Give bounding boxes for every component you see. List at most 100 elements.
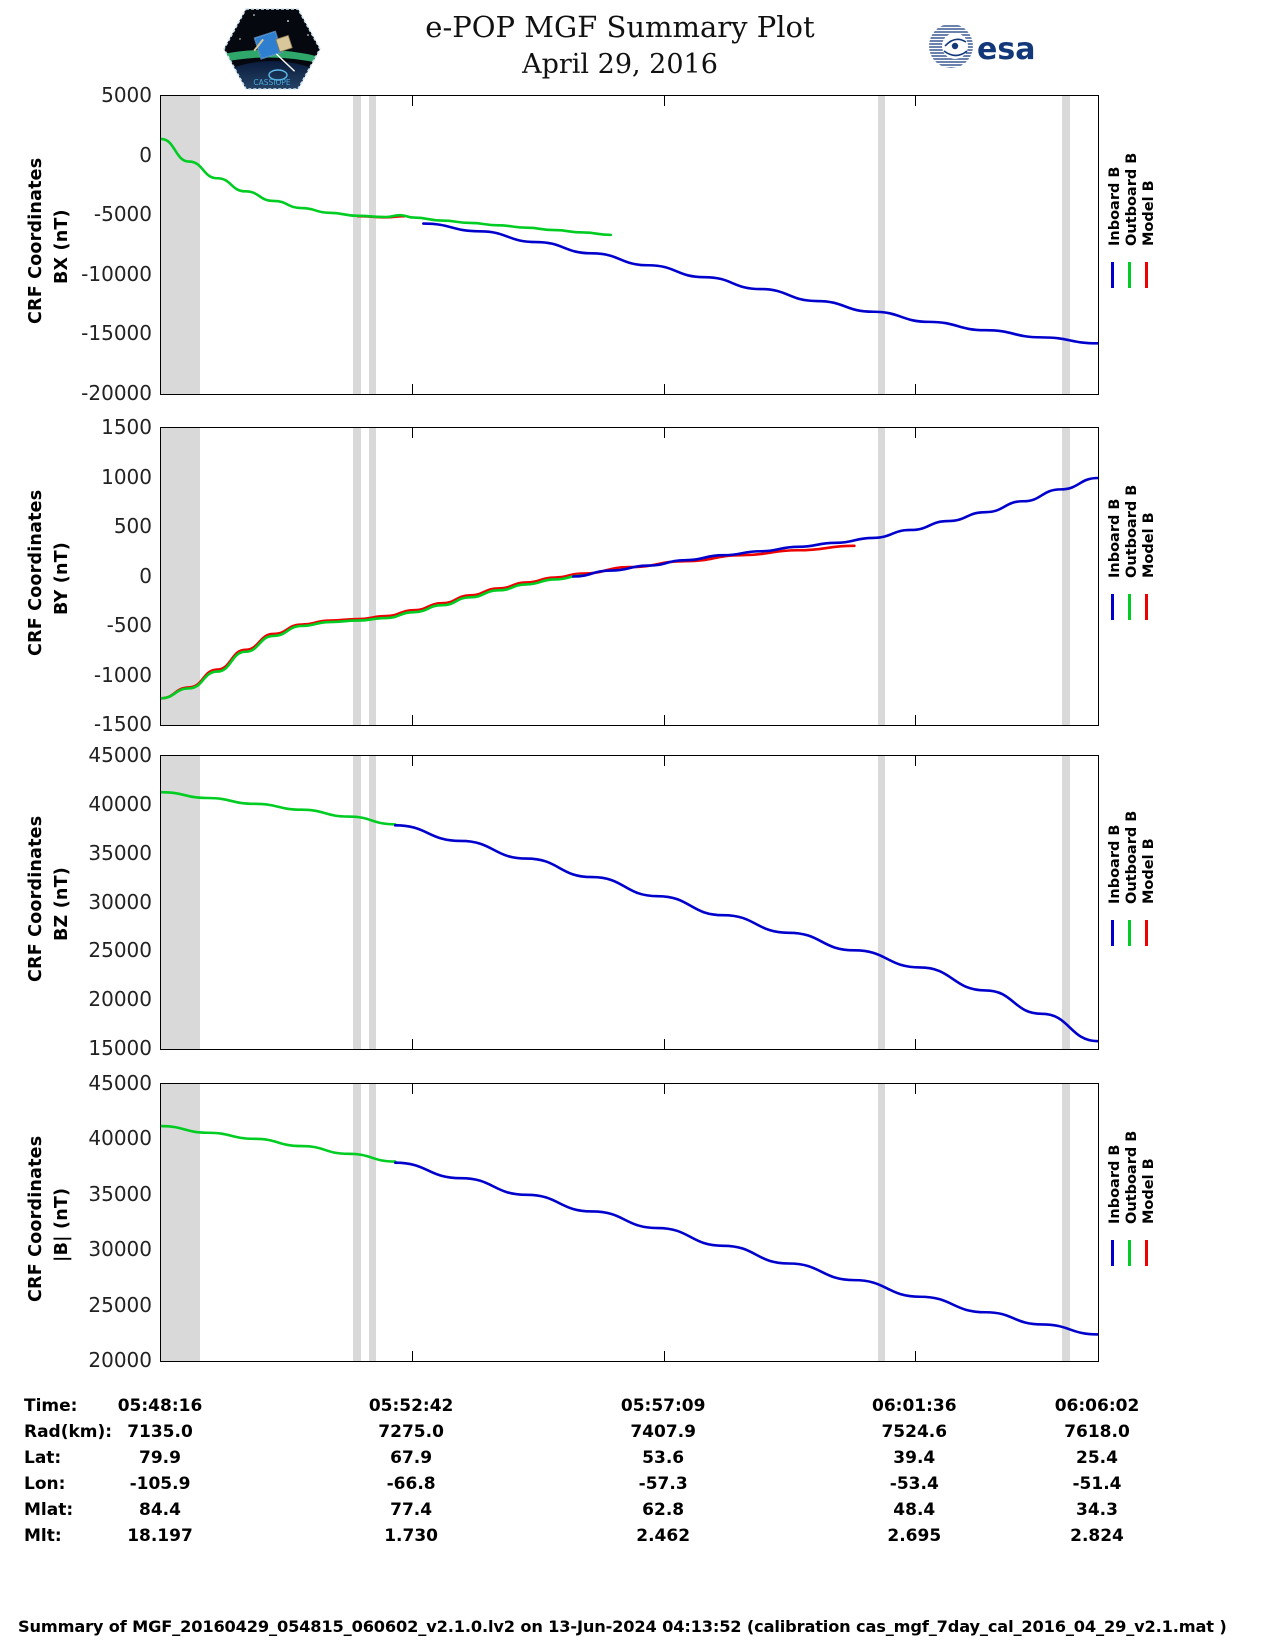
legend-label-inboard-b: Inboard B bbox=[1107, 498, 1123, 578]
legend-swatch-model-b bbox=[1145, 1239, 1148, 1266]
legend-label-model-b: Model B bbox=[1141, 511, 1157, 578]
shaded-interval-3 bbox=[369, 1084, 377, 1361]
table-row: Lat: 79.9 67.9 53.6 39.4 25.4 bbox=[0, 1448, 1275, 1474]
legend-swatch-model-b bbox=[1145, 919, 1148, 946]
table-cell-rad-4: 7524.6 bbox=[881, 1422, 948, 1442]
panel-bmag-ytick-45000: 45000 bbox=[88, 1071, 152, 1095]
table-cell-lat-1: 79.9 bbox=[139, 1448, 181, 1468]
table-row: Time: 05:48:16 05:52:42 05:57:09 06:01:36 06:… bbox=[0, 1396, 1275, 1422]
panel-bz-ytick-40000: 40000 bbox=[88, 791, 152, 816]
table-row-label-lon: Lon: bbox=[24, 1474, 66, 1494]
table-cell-mlat-4: 48.4 bbox=[893, 1500, 936, 1520]
table-cell-lat-3: 53.6 bbox=[642, 1448, 685, 1468]
panel-bx-ytick--10000: -10000 bbox=[81, 261, 152, 286]
panel-bx-ytick--15000: -15000 bbox=[81, 321, 152, 346]
panel-bx-xtick-top-3 bbox=[915, 96, 917, 106]
series-inboard-b bbox=[393, 824, 1098, 1043]
panel-bx-ytick--5000: -5000 bbox=[93, 202, 152, 227]
panel-bz-xtick-3 bbox=[915, 1039, 917, 1049]
legend-label-inboard-b: Inboard B bbox=[1107, 1144, 1123, 1224]
panel-by-legend: Inboard B Outboard B Model B bbox=[1107, 484, 1177, 666]
legend-swatch-outboard-b bbox=[1128, 919, 1131, 946]
table-cell-lon-2: -66.8 bbox=[386, 1474, 436, 1494]
shaded-interval-2 bbox=[353, 1084, 361, 1361]
legend-label-outboard-b: Outboard B bbox=[1124, 1130, 1140, 1224]
panel-bz-ylabel-line1: CRF Coordinates bbox=[26, 815, 46, 982]
table-cell-mlt-5: 2.824 bbox=[1070, 1526, 1124, 1546]
shaded-interval-5 bbox=[1062, 1084, 1070, 1361]
table-cell-time-2: 05:52:42 bbox=[368, 1396, 454, 1416]
panel-by-ytick-1000: 1000 bbox=[101, 464, 152, 489]
page-title: e-POP MGF Summary Plot April 29, 2016 bbox=[330, 8, 910, 84]
legend-label-outboard-b: Outboard B bbox=[1124, 810, 1140, 904]
cassiope-logo-caption: CASSIOPE bbox=[253, 78, 291, 87]
table-cell-rad-3: 7407.9 bbox=[630, 1422, 696, 1442]
legend-label-outboard-b: Outboard B bbox=[1124, 484, 1140, 578]
series-outboard-b bbox=[161, 574, 584, 700]
panel-bz-xtick-top-3 bbox=[915, 756, 917, 766]
panel-bx-plot-area bbox=[160, 95, 1099, 395]
table-row: Lon: -105.9 -66.8 -57.3 -53.4 -51.4 bbox=[0, 1474, 1275, 1500]
panel-bmag-xtick-2 bbox=[664, 1351, 666, 1361]
table-row: Mlt: 18.197 1.730 2.462 2.695 2.824 bbox=[0, 1526, 1275, 1552]
cassiope-mission-logo: CASSIOPE bbox=[220, 5, 324, 93]
table-cell-lat-5: 25.4 bbox=[1076, 1448, 1118, 1468]
panel-by-xtick-2 bbox=[664, 715, 666, 725]
panel-bmag-plot-area bbox=[160, 1083, 1099, 1362]
panel-by-ytick--500: -500 bbox=[106, 613, 152, 637]
table-cell-mlat-3: 62.8 bbox=[642, 1500, 685, 1520]
panel-bmag-xtick-top-2 bbox=[664, 1084, 666, 1094]
series-inboard-b bbox=[422, 222, 1098, 345]
panel-by-ytick-1500: 1500 bbox=[101, 415, 152, 439]
panel-by-xtick-top-1 bbox=[412, 428, 414, 438]
panel-bx-xtick-top-2 bbox=[664, 96, 666, 106]
panel-bx-xtick-2 bbox=[664, 384, 666, 394]
shaded-interval-4 bbox=[877, 1084, 886, 1361]
page-header: CASSIOPE e-POP MGF Summary Plot April 29… bbox=[0, 0, 1275, 92]
panel-by-ylabel-line1: CRF Coordinates bbox=[26, 489, 46, 656]
panel-bmag-xtick-top-3 bbox=[915, 1084, 917, 1094]
panel-by-xtick-top-2 bbox=[664, 428, 666, 438]
table-row-label-lat: Lat: bbox=[24, 1448, 62, 1468]
shaded-interval-5 bbox=[1062, 96, 1070, 394]
series-model-b bbox=[161, 544, 856, 700]
table-cell-time-1: 05:48:16 bbox=[117, 1396, 203, 1416]
table-cell-lon-1: -105.9 bbox=[129, 1474, 191, 1494]
table-cell-mlat-1: 84.4 bbox=[139, 1500, 181, 1520]
panel-bmag-xtick-3 bbox=[915, 1351, 917, 1361]
panel-bmag-ytick-35000: 35000 bbox=[88, 1181, 152, 1206]
panel-bz-xtick-top-1 bbox=[412, 756, 414, 766]
panel-bz-plot-area bbox=[160, 755, 1099, 1050]
panel-bmag-ytick-30000: 30000 bbox=[88, 1237, 152, 1262]
series-outboard-b bbox=[161, 137, 613, 237]
table-cell-time-5: 06:06:02 bbox=[1054, 1396, 1140, 1416]
legend-swatch-outboard-b bbox=[1128, 1239, 1131, 1266]
table-row: Mlat: 84.4 77.4 62.8 48.4 34.3 bbox=[0, 1500, 1275, 1526]
legend-swatch-model-b bbox=[1145, 262, 1148, 288]
panel-bz-ytick-35000: 35000 bbox=[88, 840, 152, 865]
series-inboard-b bbox=[571, 476, 1098, 578]
shaded-interval-2 bbox=[353, 96, 361, 394]
panel-bx-ytick-5000: 5000 bbox=[101, 83, 152, 107]
legend-label-model-b: Model B bbox=[1141, 837, 1157, 904]
table-row-label-mlat: Mlat: bbox=[24, 1500, 74, 1520]
legend-label-model-b: Model B bbox=[1141, 1157, 1157, 1224]
panel-bx-ylabel-line1: CRF Coordinates bbox=[26, 157, 46, 324]
table-cell-mlt-3: 2.462 bbox=[636, 1526, 691, 1546]
shaded-interval-4 bbox=[877, 756, 886, 1049]
shaded-interval-4 bbox=[877, 428, 886, 725]
shaded-interval-3 bbox=[369, 756, 377, 1049]
table-cell-rad-1: 7135.0 bbox=[127, 1422, 193, 1442]
table-cell-mlt-2: 1.730 bbox=[384, 1526, 438, 1546]
panel-bx-xtick-top-1 bbox=[412, 96, 414, 106]
table-cell-mlat-5: 34.3 bbox=[1076, 1500, 1118, 1520]
shaded-interval-1 bbox=[161, 96, 201, 394]
panel-bx-ytick--20000: -20000 bbox=[81, 381, 152, 405]
panel-bz-ytick-25000: 25000 bbox=[88, 938, 152, 963]
shaded-interval-3 bbox=[369, 428, 377, 725]
panel-bz-ytick-30000: 30000 bbox=[88, 889, 152, 914]
shaded-interval-2 bbox=[353, 428, 361, 725]
title-line-2: April 29, 2016 bbox=[522, 49, 718, 80]
esa-logo: esa bbox=[925, 22, 1045, 70]
